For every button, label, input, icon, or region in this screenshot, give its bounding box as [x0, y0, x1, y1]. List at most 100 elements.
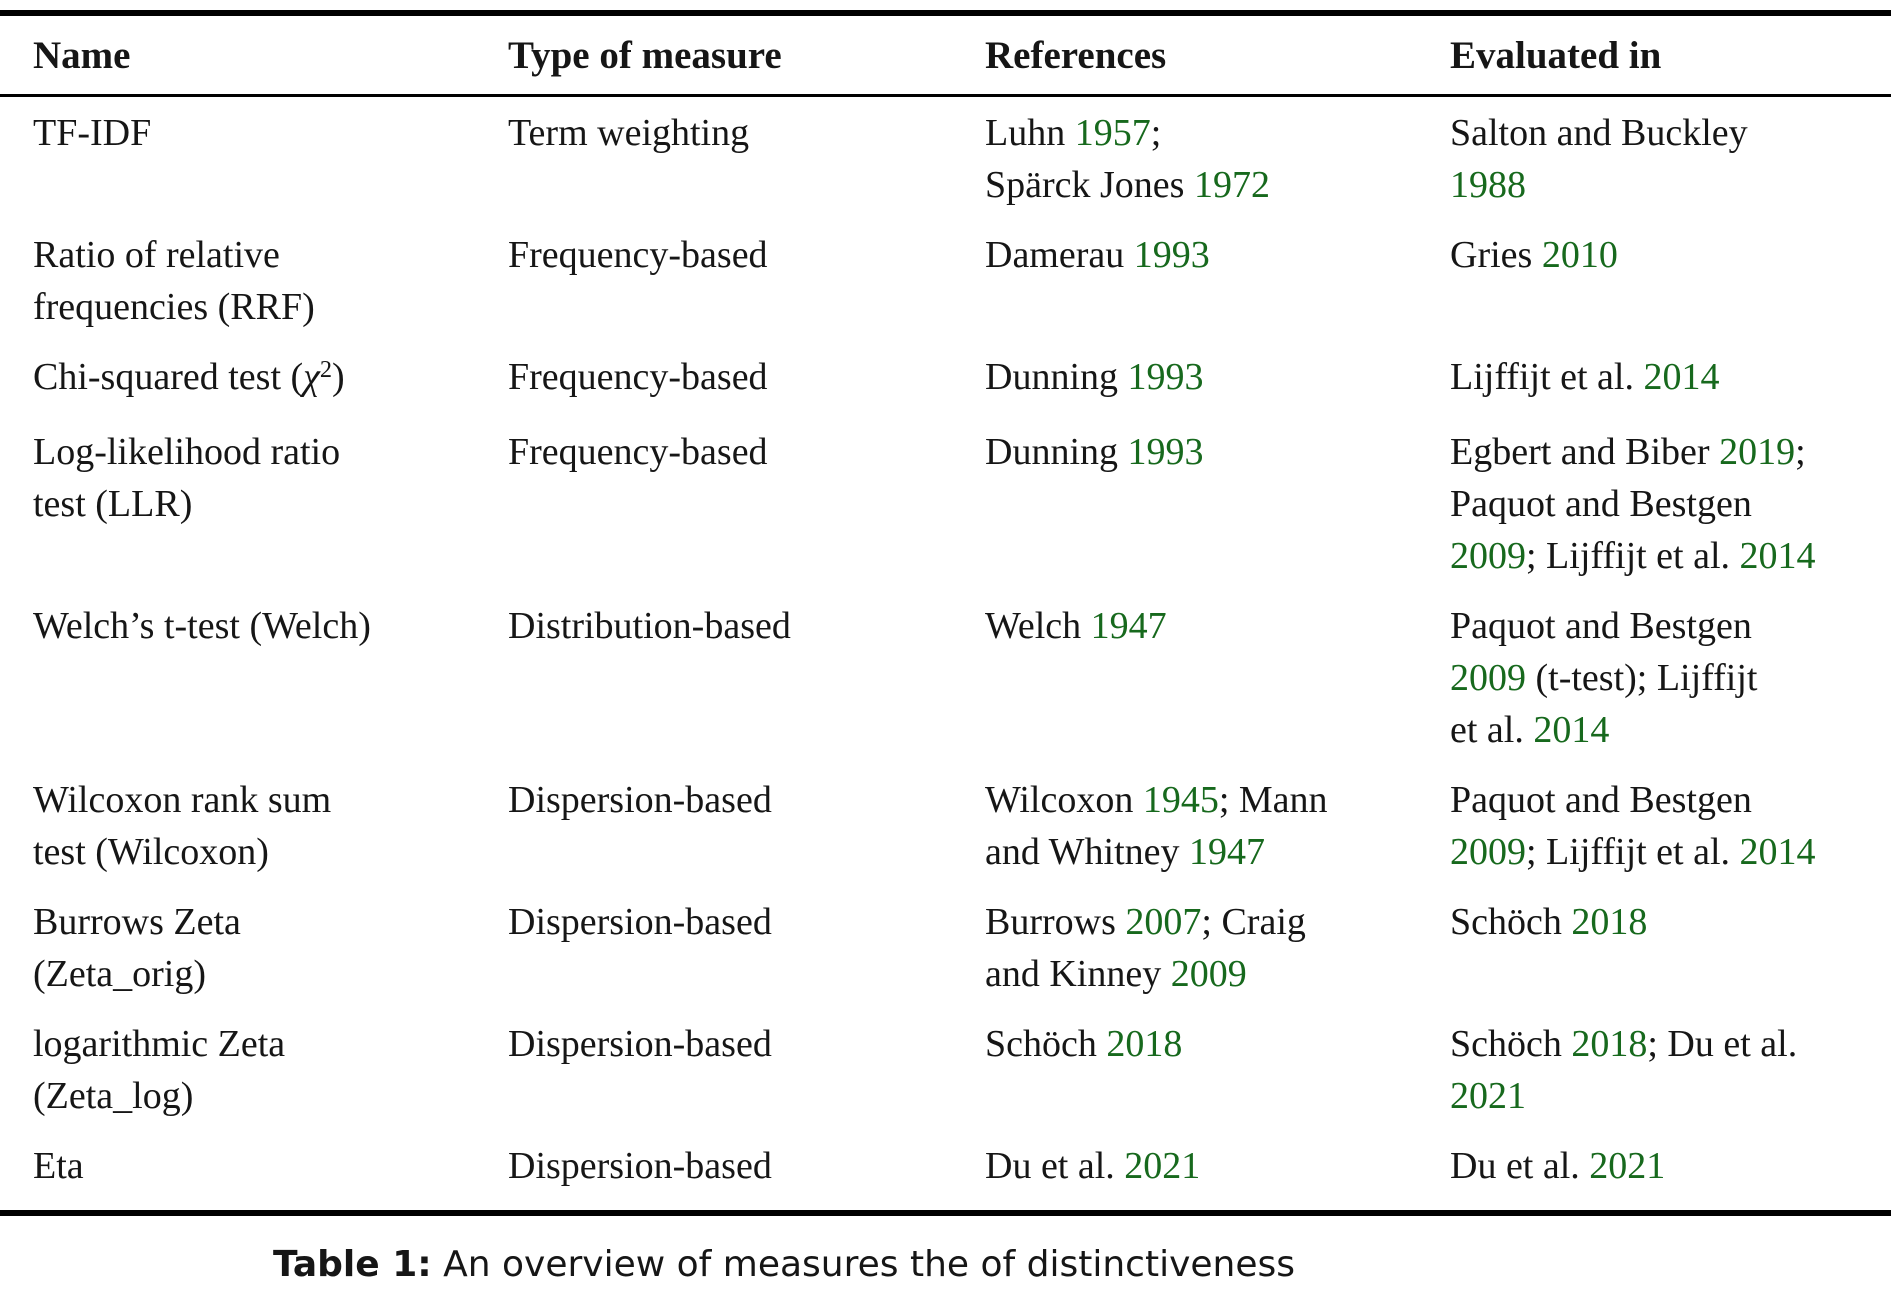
text-segment: (Zeta_log) — [33, 1075, 194, 1117]
citation-year-link[interactable]: 2010 — [1541, 234, 1618, 276]
cell-name: Welch’s t-test (Welch) — [0, 600, 475, 774]
cell-evaluated-in: Paquot and Bestgen 2009; Lijffijt et al. … — [1417, 774, 1891, 896]
citation-year-link[interactable]: 1957 — [1074, 112, 1151, 154]
cell-name: logarithmic Zeta (Zeta_log) — [0, 1018, 475, 1140]
text-segment: Frequency-based — [508, 234, 768, 276]
text-segment: Salton and Buckley — [1450, 112, 1748, 154]
cell-name: Ratio of relative frequencies (RRF) — [0, 229, 475, 351]
citation-year-link[interactable]: 2009 — [1450, 535, 1526, 577]
citation-year-link[interactable]: 2009 — [1450, 831, 1526, 873]
table-body: TF-IDF Term weighting Luhn 1957; Spärck Jon… — [0, 96, 1891, 1214]
table-row: Log-likelihood ratio test (LLR) Frequency-… — [0, 426, 1891, 600]
cell-name: Wilcoxon rank sum test (Wilcoxon) — [0, 774, 475, 896]
citation-year-link[interactable]: 2014 — [1643, 356, 1720, 398]
text-segment: ; — [1795, 431, 1806, 473]
citation-year-link[interactable]: 2021 — [1589, 1145, 1666, 1187]
text-segment: et al. — [1450, 709, 1534, 751]
cell-type-of-measure: Frequency-based — [475, 426, 952, 600]
cell-references: Wilcoxon 1945; Mann and Whitney 1947 — [952, 774, 1417, 896]
citation-year-link[interactable]: 2009 — [1450, 657, 1526, 699]
citation-year-link[interactable]: 1972 — [1193, 164, 1270, 206]
citation-year-link[interactable]: 2019 — [1719, 431, 1796, 473]
citation-year-link[interactable]: 2014 — [1739, 831, 1816, 873]
text-segment: Frequency-based — [508, 431, 768, 473]
cell-references: Dunning 1993 — [952, 426, 1417, 600]
citation-year-link[interactable]: 2021 — [1124, 1145, 1201, 1187]
cell-evaluated-in: Egbert and Biber 2019; Paquot and Bestgen… — [1417, 426, 1891, 600]
text-segment: ; Mann — [1218, 779, 1328, 821]
text-segment: ) — [332, 356, 345, 398]
text-segment: (t-test); Lijffijt — [1526, 657, 1758, 699]
cell-evaluated-in: Schöch 2018 — [1417, 896, 1891, 1018]
column-header-type-of-measure: Type of measure — [475, 13, 952, 97]
text-segment: Frequency-based — [508, 356, 768, 398]
text-segment: Damerau — [985, 234, 1134, 276]
citation-year-link[interactable]: 1993 — [1127, 431, 1204, 473]
citation-year-link[interactable]: 1993 — [1133, 234, 1210, 276]
cell-references: Damerau 1993 — [952, 229, 1417, 351]
cell-type-of-measure: Dispersion-based — [475, 1140, 952, 1213]
text-segment: Dunning — [985, 356, 1128, 398]
citation-year-link[interactable]: 1947 — [1189, 831, 1266, 873]
cell-references: Welch 1947 — [952, 600, 1417, 774]
text-segment: test (Wilcoxon) — [33, 831, 269, 873]
text-segment: ; — [1150, 112, 1162, 154]
text-segment: 2 — [319, 355, 333, 383]
cell-type-of-measure: Dispersion-based — [475, 1018, 952, 1140]
citation-year-link[interactable]: 2014 — [1533, 709, 1610, 751]
text-segment: Welch — [985, 605, 1091, 647]
cell-name: Burrows Zeta (Zeta_orig) — [0, 896, 475, 1018]
citation-year-link[interactable]: 1945 — [1142, 779, 1219, 821]
text-segment: Spärck Jones — [985, 164, 1194, 206]
cell-references: Dunning 1993 — [952, 351, 1417, 426]
text-segment: An overview of measures the of distincti… — [431, 1244, 1296, 1285]
table-row: Eta Dispersion-based Du et al. 2021 Du et a… — [0, 1140, 1891, 1213]
text-segment: Eta — [33, 1145, 84, 1187]
text-segment: test (LLR) — [33, 483, 193, 525]
text-segment: and Kinney — [985, 953, 1171, 995]
text-segment: Table 1: — [272, 1244, 432, 1285]
text-segment: Burrows Zeta — [33, 901, 241, 943]
text-segment: Dunning — [985, 431, 1128, 473]
cell-type-of-measure: Dispersion-based — [475, 774, 952, 896]
text-segment: Dispersion-based — [508, 779, 772, 821]
text-segment: Egbert and Biber — [1450, 431, 1720, 473]
text-segment: Dispersion-based — [508, 1145, 772, 1187]
text-segment: Chi-squared test ( — [33, 356, 304, 398]
citation-year-link[interactable]: 2018 — [1571, 1023, 1648, 1065]
cell-name: Chi-squared test (χ2) — [0, 351, 475, 426]
citation-year-link[interactable]: 2021 — [1450, 1075, 1526, 1117]
table-caption: Table 1: An overview of measures the of … — [0, 1242, 1568, 1288]
text-segment: Log-likelihood ratio — [33, 431, 341, 473]
citation-year-link[interactable]: 1993 — [1127, 356, 1204, 398]
table-row: logarithmic Zeta (Zeta_log) Dispersion-bas… — [0, 1018, 1891, 1140]
text-segment: ; Du et al. — [1647, 1023, 1798, 1065]
text-segment: TF-IDF — [33, 112, 152, 154]
citation-year-link[interactable]: 1988 — [1450, 164, 1526, 206]
cell-evaluated-in: Paquot and Bestgen 2009 (t-test); Lijffij… — [1417, 600, 1891, 774]
text-segment: ; Lijffijt et al. — [1526, 831, 1740, 873]
text-segment: Schöch — [1450, 1023, 1572, 1065]
text-segment: ; Lijffijt et al. — [1526, 535, 1740, 577]
cell-evaluated-in: Salton and Buckley 1988 — [1417, 96, 1891, 230]
cell-type-of-measure: Frequency-based — [475, 229, 952, 351]
cell-references: Luhn 1957; Spärck Jones 1972 — [952, 96, 1417, 230]
citation-year-link[interactable]: 2018 — [1571, 901, 1648, 943]
citation-year-link[interactable]: 2018 — [1106, 1023, 1183, 1065]
text-segment: Burrows — [985, 901, 1126, 943]
cell-evaluated-in: Lijffijt et al. 2014 — [1417, 351, 1891, 426]
cell-references: Schöch 2018 — [952, 1018, 1417, 1140]
cell-name: Log-likelihood ratio test (LLR) — [0, 426, 475, 600]
citation-year-link[interactable]: 2009 — [1170, 953, 1247, 995]
cell-name: TF-IDF — [0, 96, 475, 230]
table-header-row: Name Type of measure References Evaluate… — [0, 13, 1891, 97]
measures-table: Name Type of measure References Evaluate… — [0, 10, 1891, 1216]
text-segment: Ratio of relative — [33, 234, 280, 276]
cell-type-of-measure: Term weighting — [475, 96, 952, 230]
text-segment: ; Craig — [1201, 901, 1306, 943]
citation-year-link[interactable]: 2014 — [1739, 535, 1816, 577]
citation-year-link[interactable]: 1947 — [1090, 605, 1167, 647]
text-segment: logarithmic Zeta — [33, 1023, 286, 1065]
text-segment: Welch’s t-test (Welch) — [33, 605, 371, 647]
citation-year-link[interactable]: 2007 — [1125, 901, 1202, 943]
